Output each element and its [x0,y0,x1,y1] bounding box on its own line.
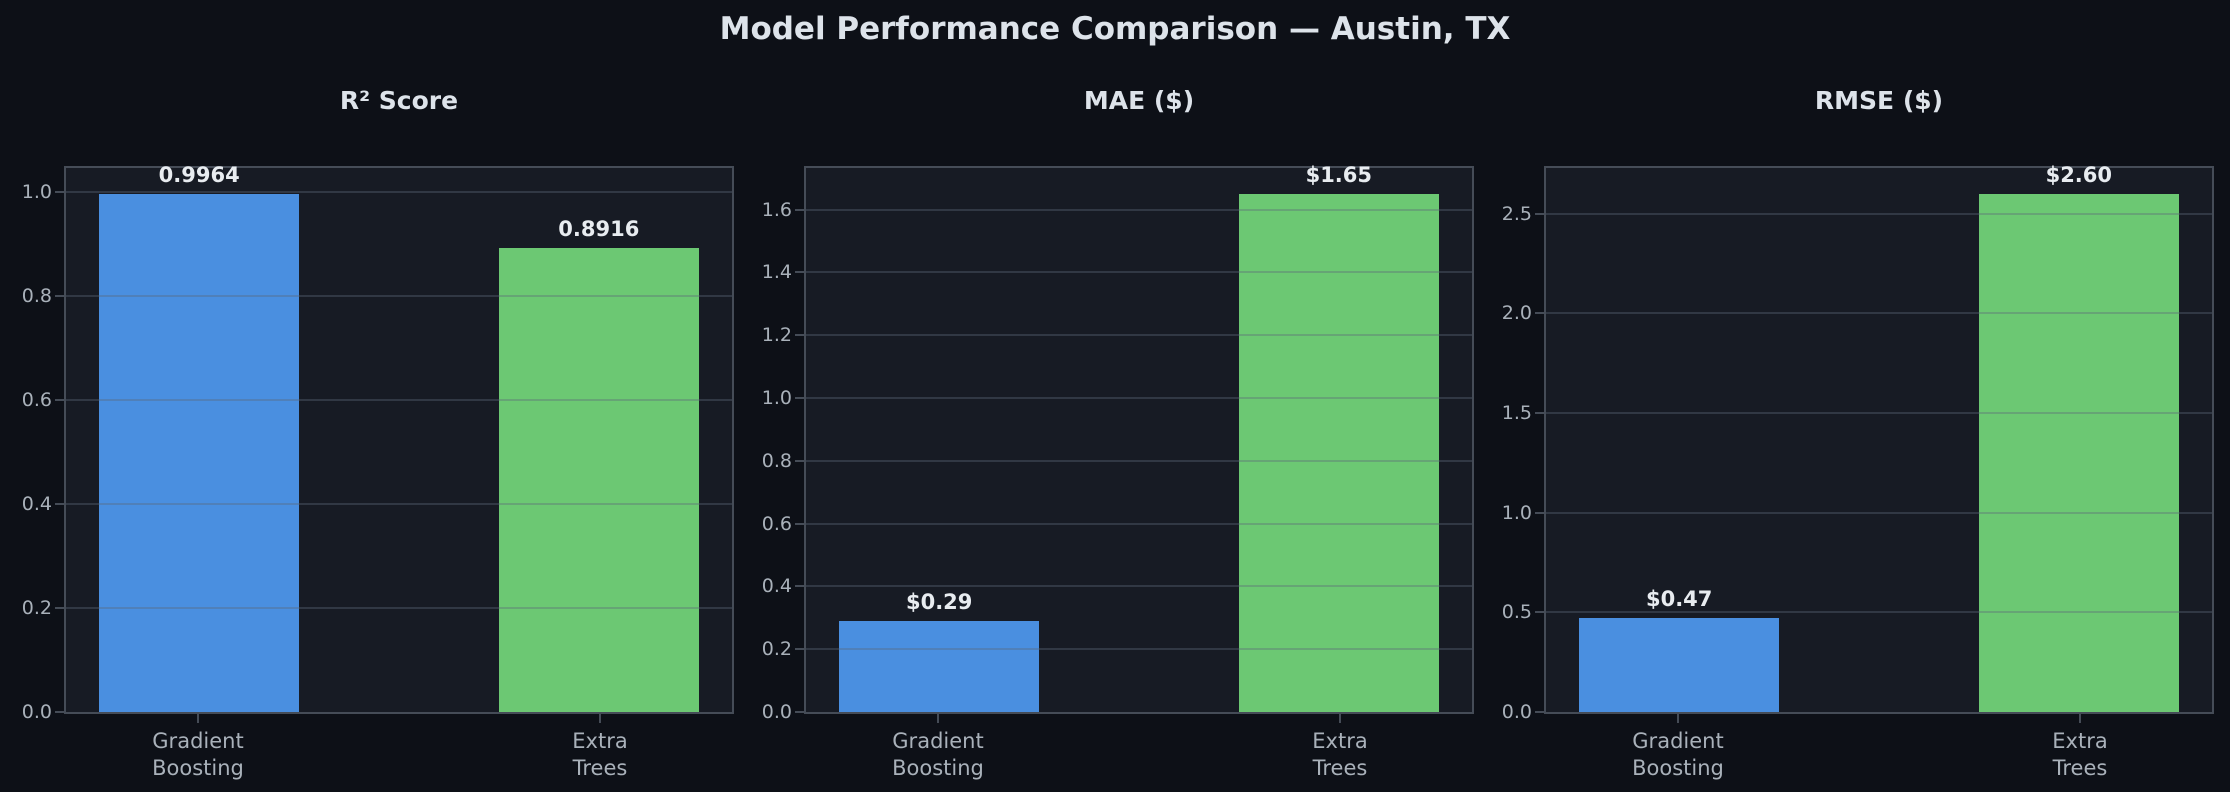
x-tick-mark [197,714,199,723]
grid-line [1546,312,2212,315]
panel-mae: MAE ($) 0.0 0.2 0.4 0.6 0.8 1.0 1.2 1.4 1.6 $0.29… [762,86,1474,786]
bar-extra-trees [1978,193,2179,712]
x-axis-r2-score: Gradient Boosting Extra Trees [64,714,734,786]
y-tick-mark [1535,711,1544,713]
panels-row: R² Score 0.0 0.2 0.4 0.6 0.8 1.0 0.9964 0.8916 … [0,86,2230,786]
bar-value-label: $1.65 [1305,162,1373,187]
y-tick-label: 1.0 [21,181,52,204]
grid-line [1546,611,2212,614]
y-tick-mark [795,522,804,525]
bar-value-label: $0.29 [905,589,973,614]
y-tick-mark [795,585,804,588]
y-tick-mark [55,295,64,298]
y-tick-mark [1535,212,1544,215]
plot-area-mae: 0.0 0.2 0.4 0.6 0.8 1.0 1.2 1.4 1.6 $0.29 $1.65 [762,162,1474,723]
bar-value-label: 0.8916 [558,217,640,242]
grid-line [66,295,732,298]
bar-extra-trees [1238,193,1439,712]
x-tick-label-gradient-boosting: Gradient Boosting [1632,729,1724,780]
y-tick-label: 0.4 [761,575,792,598]
x-tick-label-gradient-boosting: Gradient Boosting [892,729,984,780]
grid-line [806,271,1472,274]
grid-line [806,585,1472,588]
y-tick-label: 1.0 [761,387,792,409]
grid-line [806,648,1472,651]
y-tick-mark [1535,511,1544,514]
y-tick-mark [795,459,804,462]
panel-r2-score: R² Score 0.0 0.2 0.4 0.6 0.8 1.0 0.9964 0.8916 … [22,86,734,786]
panel-title: RMSE ($) [1814,86,1944,115]
y-tick-mark [795,711,804,713]
y-tick-label: 0.6 [761,512,792,535]
y-tick-label: 0.5 [1501,601,1532,624]
plot-area-rmse: 0.0 0.5 1.0 1.5 2.0 2.5 $0.47 $2.60 [1502,162,2214,723]
grid-line [806,397,1472,400]
y-tick-label: 1.2 [761,324,792,347]
grid-line [806,334,1472,337]
y-tick-mark [795,648,804,651]
x-tick-mark [937,714,939,723]
y-tick-mark [795,334,804,337]
x-tick-mark [599,714,601,723]
x-axis-rmse: Gradient Boosting Extra Trees [1544,714,2214,786]
y-tick-mark [55,399,64,401]
x-tick-mark [1339,714,1341,723]
x-axis-mae: Gradient Boosting Extra Trees [804,714,1474,786]
y-tick-label: 1.6 [761,198,792,221]
y-tick-mark [55,503,64,505]
figure-title: Model Performance Comparison — Austin, T… [719,11,1511,47]
bar-gradient-boosting [839,620,1040,712]
grid-line [806,522,1472,525]
y-tick-label: 1.0 [1501,501,1532,524]
x-tick-label-gradient-boosting: Gradient Boosting [152,729,244,780]
y-tick-mark [55,607,64,609]
panel-title: R² Score [339,86,459,115]
plot-area-r2-score: 0.0 0.2 0.4 0.6 0.8 1.0 0.9964 0.8916 [22,162,734,723]
x-tick-label-extra-trees: Extra Trees [2052,729,2108,780]
y-tick-mark [1535,611,1544,614]
y-tick-label: 0.8 [21,285,52,308]
y-tick-mark [795,271,804,274]
y-tick-mark [55,191,64,194]
grid-line [806,208,1472,211]
y-tick-label: 1.4 [761,261,792,284]
grid-line [1546,412,2212,415]
y-tick-mark [795,208,804,211]
y-tick-mark [1535,312,1544,315]
bar-value-label: $0.47 [1645,587,1713,612]
grid-line [1546,212,2212,215]
bar-value-label: 0.9964 [158,162,240,187]
panel-title: MAE ($) [1083,86,1195,115]
y-tick-label: 0.4 [21,493,52,515]
panel-rmse: RMSE ($) 0.0 0.5 1.0 1.5 2.0 2.5 $0.47 $2.60 Gr… [1502,86,2214,786]
y-tick-label: 2.5 [1501,202,1532,225]
grid-line [66,399,732,402]
x-tick-label-extra-trees: Extra Trees [572,729,628,780]
y-tick-label: 0.8 [761,449,792,472]
y-tick-label: 0.2 [761,638,792,661]
bar-extra-trees [498,248,699,712]
y-tick-mark [795,397,804,399]
x-tick-mark [2079,714,2081,723]
grid-line [66,607,732,610]
y-tick-label: 0.0 [21,701,52,723]
bar-gradient-boosting [99,193,300,712]
x-tick-label-extra-trees: Extra Trees [1312,729,1368,780]
y-tick-label: 0.0 [1501,701,1532,723]
x-tick-mark [1677,714,1679,723]
y-tick-mark [55,711,64,713]
grid-line [66,503,732,506]
bar-value-label: $2.60 [2045,162,2113,187]
y-tick-label: 2.0 [1501,302,1532,325]
grid-line [1546,511,2212,514]
grid-line [806,459,1472,462]
grid-line [66,191,732,194]
y-tick-mark [1535,412,1544,415]
y-tick-label: 0.0 [761,701,792,723]
y-tick-label: 0.6 [21,389,52,411]
bar-gradient-boosting [1579,618,1780,712]
y-tick-label: 1.5 [1501,402,1532,425]
y-tick-label: 0.2 [21,597,52,619]
